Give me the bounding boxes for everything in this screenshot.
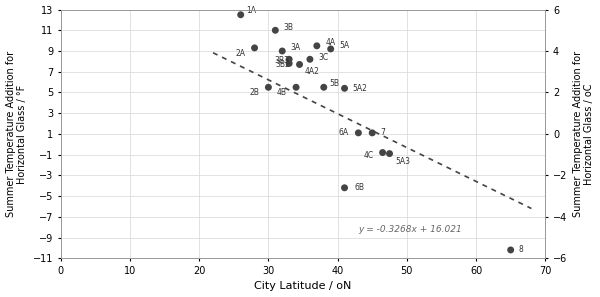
Text: 7: 7 bbox=[380, 128, 385, 138]
Text: 2A: 2A bbox=[235, 49, 245, 58]
Point bbox=[319, 85, 329, 90]
Point bbox=[367, 130, 377, 135]
Y-axis label: Summer Temperature Addition for
Horizontal Glass / oC: Summer Temperature Addition for Horizont… bbox=[573, 51, 595, 217]
Point bbox=[378, 150, 388, 155]
Text: 4C: 4C bbox=[363, 151, 373, 160]
Point bbox=[236, 12, 245, 17]
Point bbox=[291, 85, 301, 90]
Text: 3C: 3C bbox=[318, 53, 328, 62]
Y-axis label: Summer Temperature Addition for
Horizontal Glass / °F: Summer Temperature Addition for Horizont… bbox=[5, 51, 27, 217]
Point bbox=[312, 43, 322, 48]
Text: 6B: 6B bbox=[355, 183, 365, 192]
Point bbox=[305, 57, 315, 62]
Point bbox=[340, 86, 349, 91]
Text: 3A: 3A bbox=[290, 43, 301, 52]
Text: 5A2: 5A2 bbox=[353, 84, 368, 93]
Text: 4A: 4A bbox=[325, 38, 335, 47]
Point bbox=[506, 248, 515, 252]
X-axis label: City Latitude / oN: City Latitude / oN bbox=[254, 282, 352, 291]
Point bbox=[385, 151, 394, 156]
Point bbox=[284, 57, 294, 62]
Point bbox=[271, 28, 280, 33]
Text: 3B: 3B bbox=[284, 23, 293, 32]
Text: 3B2: 3B2 bbox=[275, 60, 290, 69]
Text: 1A: 1A bbox=[246, 6, 256, 15]
Text: 3B3: 3B3 bbox=[274, 56, 289, 65]
Point bbox=[250, 45, 259, 50]
Point bbox=[326, 47, 335, 51]
Point bbox=[295, 62, 304, 67]
Text: 2B: 2B bbox=[249, 88, 259, 97]
Text: 5A: 5A bbox=[339, 41, 349, 50]
Text: 6A: 6A bbox=[339, 128, 349, 138]
Text: 8: 8 bbox=[519, 245, 524, 255]
Text: 4A2: 4A2 bbox=[305, 67, 320, 76]
Text: 5B: 5B bbox=[329, 79, 340, 88]
Point bbox=[340, 185, 349, 190]
Text: y = -0.3268x + 16.021: y = -0.3268x + 16.021 bbox=[358, 225, 462, 234]
Text: 4B: 4B bbox=[277, 88, 287, 97]
Point bbox=[284, 61, 294, 66]
Point bbox=[263, 85, 273, 90]
Point bbox=[353, 130, 363, 135]
Text: 5A3: 5A3 bbox=[395, 157, 410, 166]
Point bbox=[277, 49, 287, 53]
